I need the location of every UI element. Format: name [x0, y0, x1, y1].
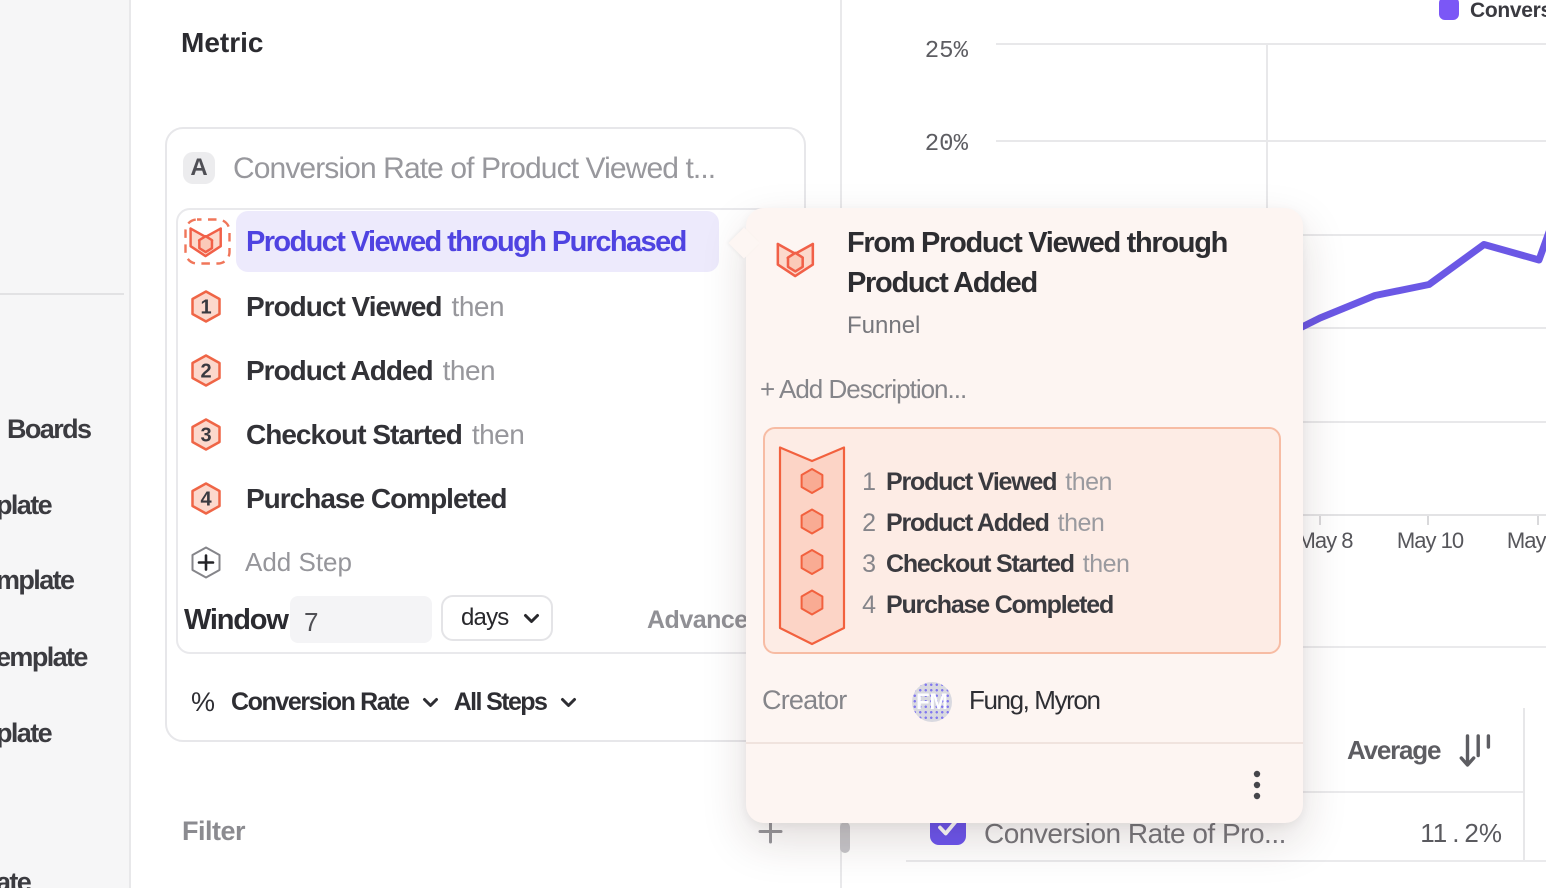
- svg-text:2: 2: [200, 361, 211, 383]
- svg-text:4: 4: [200, 489, 212, 511]
- svg-text:1: 1: [200, 297, 211, 319]
- svg-text:3: 3: [200, 425, 211, 447]
